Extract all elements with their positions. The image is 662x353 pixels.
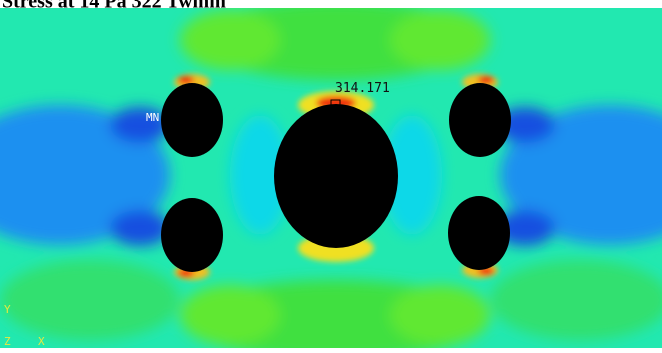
triad-y: Y [4, 303, 11, 316]
triad-x: X [38, 335, 45, 348]
hole [274, 104, 398, 248]
triad-z: Z [4, 335, 11, 348]
max-label: 314.171 [335, 81, 390, 96]
hole [449, 83, 511, 157]
min-label: MN [146, 111, 159, 124]
hole [161, 198, 223, 272]
hole [161, 83, 223, 157]
max-marker [330, 99, 341, 108]
hole [448, 196, 510, 270]
